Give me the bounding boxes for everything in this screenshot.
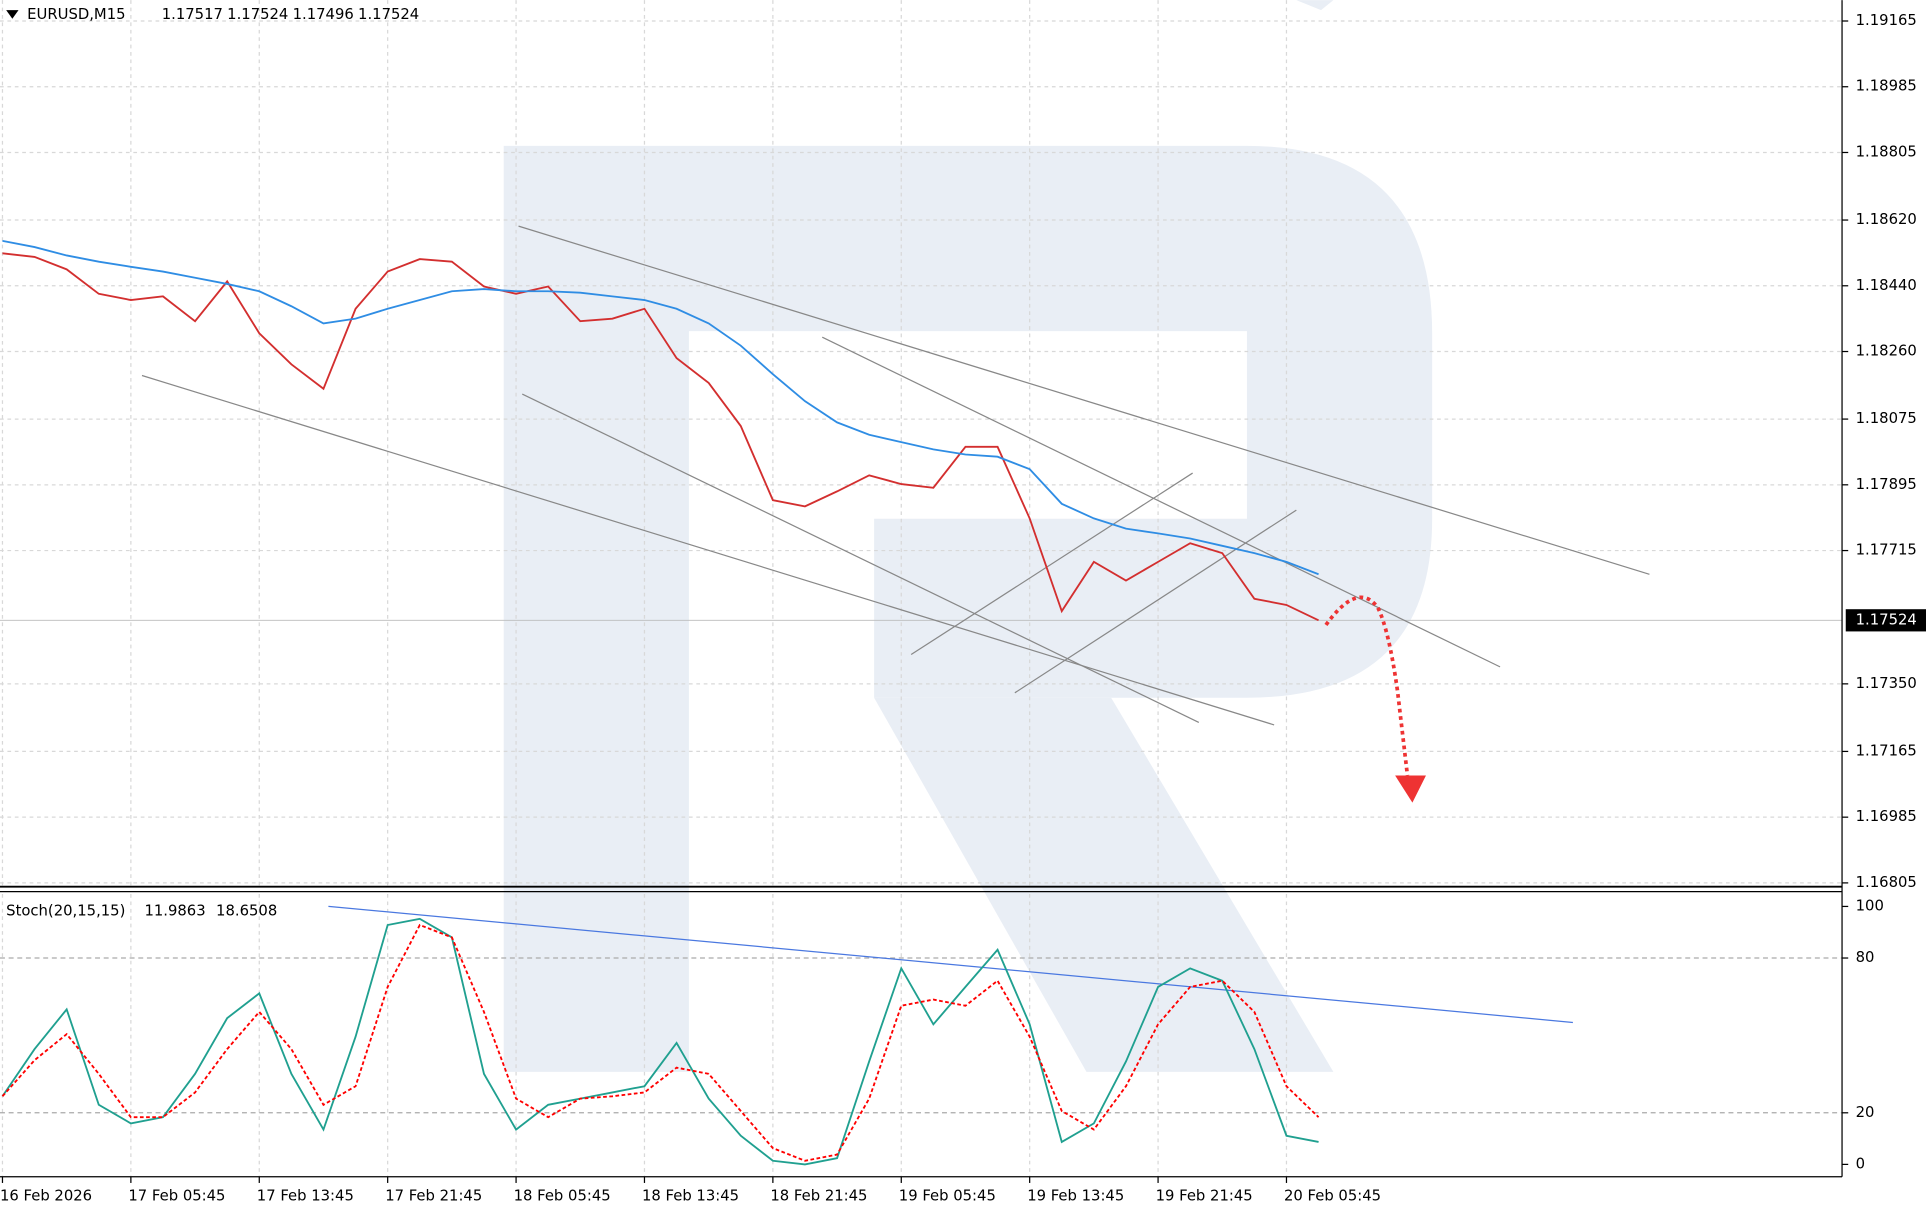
y-tick-label: 1.19165 bbox=[1856, 12, 1917, 29]
grid bbox=[0, 0, 1843, 1177]
x-tick-label: 19 Feb 13:45 bbox=[1027, 1188, 1124, 1205]
trendlines bbox=[141, 225, 1650, 1024]
series-line bbox=[1, 923, 1320, 1162]
current-price-label: 1.17524 bbox=[1856, 611, 1917, 628]
quote-high: 1.17524 bbox=[227, 6, 288, 23]
x-tick-label: 17 Feb 05:45 bbox=[128, 1188, 225, 1205]
y-tick-label: 1.17715 bbox=[1856, 542, 1917, 559]
x-tick-label: 18 Feb 13:45 bbox=[642, 1188, 739, 1205]
x-tick-label: 17 Feb 13:45 bbox=[257, 1188, 354, 1205]
quote-close: 1.17524 bbox=[358, 6, 419, 23]
frame bbox=[0, 0, 1843, 1178]
watermark bbox=[503, 0, 1433, 1072]
symbol: EURUSD,M15 bbox=[27, 6, 125, 23]
y-tick-label: 1.17350 bbox=[1856, 675, 1917, 692]
y-tick-label: 1.16985 bbox=[1856, 808, 1917, 825]
y-tick-label: 1.17165 bbox=[1856, 742, 1917, 759]
indicator-title: Stoch(20,15,15) bbox=[6, 902, 125, 919]
y-tick-label: 1.17895 bbox=[1856, 476, 1917, 493]
series-line bbox=[1, 917, 1319, 1166]
current-price-box bbox=[1845, 609, 1926, 632]
y-tick-label: 20 bbox=[1856, 1104, 1875, 1121]
x-tick-label: 17 Feb 21:45 bbox=[385, 1188, 482, 1205]
y-tick-label: 0 bbox=[1856, 1155, 1865, 1172]
y-tick-label: 1.18985 bbox=[1856, 78, 1917, 95]
y-tick-label: 1.18620 bbox=[1856, 211, 1917, 228]
y-tick-label: 1.18260 bbox=[1856, 343, 1917, 360]
x-tick-label: 20 Feb 05:45 bbox=[1284, 1188, 1381, 1205]
series-line bbox=[2, 239, 1319, 576]
quote-open: 1.17517 bbox=[162, 6, 223, 23]
y-tick-label: 100 bbox=[1856, 897, 1884, 914]
x-tick-label: 18 Feb 21:45 bbox=[770, 1188, 867, 1205]
y-tick-label: 1.18805 bbox=[1856, 143, 1917, 160]
quote-low: 1.17496 bbox=[293, 6, 354, 23]
indicator-signal: 18.6508 bbox=[216, 902, 277, 919]
series-line bbox=[2, 252, 1319, 622]
y-tick-label: 1.18075 bbox=[1856, 410, 1917, 427]
menu-triangle bbox=[6, 10, 19, 19]
y-tick-label: 1.16805 bbox=[1856, 874, 1917, 891]
x-tick-label: 19 Feb 21:45 bbox=[1156, 1188, 1253, 1205]
indicator-main: 11.9863 bbox=[144, 902, 205, 919]
y-tick-label: 80 bbox=[1856, 949, 1875, 966]
x-tick-label: 16 Feb 2026 bbox=[0, 1188, 92, 1205]
x-tick-label: 18 Feb 05:45 bbox=[514, 1188, 611, 1205]
y-tick-label: 1.18440 bbox=[1856, 277, 1917, 294]
x-tick-label: 19 Feb 05:45 bbox=[899, 1188, 996, 1205]
